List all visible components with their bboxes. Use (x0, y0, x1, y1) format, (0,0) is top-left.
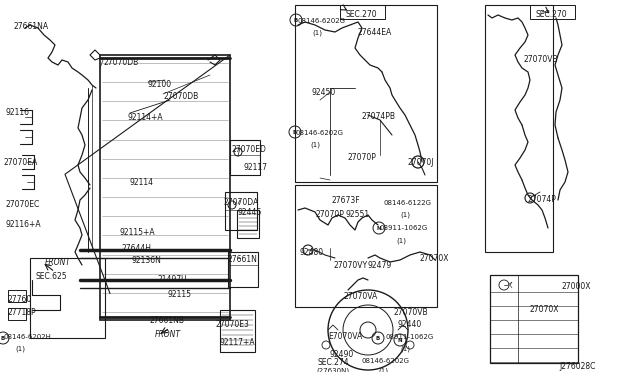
Bar (225, 192, 257, 230)
Text: 27070VA: 27070VA (344, 292, 378, 301)
Text: 27070P: 27070P (315, 210, 344, 219)
Text: 27661NA: 27661NA (14, 22, 49, 31)
Text: J276028C: J276028C (559, 362, 595, 371)
Bar (237, 210, 259, 238)
Text: (27630N): (27630N) (316, 368, 349, 372)
Text: 27074P: 27074P (527, 195, 556, 204)
Text: 08146-6202G: 08146-6202G (362, 358, 410, 364)
Text: 27718P: 27718P (8, 308, 36, 317)
Text: SEC.274: SEC.274 (318, 358, 349, 367)
Bar (485, 5, 553, 252)
Text: SEC.625: SEC.625 (35, 272, 67, 281)
Text: 92116: 92116 (5, 108, 29, 117)
Text: 92479: 92479 (368, 261, 392, 270)
Text: 08146-6202H: 08146-6202H (3, 334, 51, 340)
Text: 92114+A: 92114+A (128, 113, 164, 122)
Text: N: N (377, 225, 381, 231)
Text: 08146-6122G: 08146-6122G (383, 200, 431, 206)
Bar (340, 5, 385, 19)
Text: 92100: 92100 (148, 80, 172, 89)
Text: SEC.270: SEC.270 (536, 10, 568, 19)
Text: 27644EA: 27644EA (358, 28, 392, 37)
Text: 21497U: 21497U (157, 275, 187, 284)
Text: 92117+A: 92117+A (220, 338, 255, 347)
Bar (530, 5, 575, 19)
Bar (30, 258, 105, 338)
Text: 27070VY: 27070VY (334, 261, 368, 270)
Text: B: B (376, 336, 380, 340)
Text: 27000X: 27000X (561, 282, 591, 291)
Text: 27070DB: 27070DB (103, 58, 138, 67)
Text: 92136N: 92136N (132, 256, 162, 265)
Text: 92490: 92490 (330, 350, 355, 359)
Text: 27760: 27760 (8, 295, 32, 304)
Text: FRONT: FRONT (45, 258, 71, 267)
Bar (100, 55, 230, 320)
Text: 08146-6202G: 08146-6202G (297, 18, 345, 24)
Text: B: B (1, 336, 5, 340)
Text: 27673F: 27673F (332, 196, 360, 205)
Bar (228, 252, 258, 287)
Text: 27070X: 27070X (530, 305, 559, 314)
Text: 92114: 92114 (130, 178, 154, 187)
Text: 27644H: 27644H (122, 244, 152, 253)
Text: 27070X: 27070X (420, 254, 449, 263)
Text: 27661N: 27661N (228, 255, 258, 264)
Text: 92446: 92446 (237, 208, 261, 217)
Bar (490, 275, 578, 363)
Text: 27070P: 27070P (348, 153, 377, 162)
Text: B: B (294, 17, 298, 22)
Text: 27070J: 27070J (407, 158, 433, 167)
Text: (1): (1) (400, 212, 410, 218)
Text: E7070VA: E7070VA (328, 332, 362, 341)
Text: 27070VB: 27070VB (524, 55, 559, 64)
Text: 27074PB: 27074PB (361, 112, 395, 121)
Text: FRONT: FRONT (155, 330, 181, 339)
Text: 92116+A: 92116+A (5, 220, 40, 229)
Text: 27070EA: 27070EA (3, 158, 37, 167)
Text: 92551: 92551 (345, 210, 369, 219)
Text: 27070E3: 27070E3 (215, 320, 249, 329)
Text: (1): (1) (400, 346, 410, 353)
Text: 27661NB: 27661NB (150, 316, 185, 325)
Bar (220, 310, 255, 352)
Text: 92440: 92440 (397, 320, 421, 329)
Bar (8, 290, 26, 302)
Text: 27070DB: 27070DB (163, 92, 198, 101)
Text: 92450: 92450 (312, 88, 336, 97)
Text: 08146-6202G: 08146-6202G (295, 130, 343, 136)
Text: N: N (397, 337, 403, 343)
Text: SEC.270: SEC.270 (345, 10, 376, 19)
Text: 92115: 92115 (168, 290, 192, 299)
Text: 27070VB: 27070VB (394, 308, 429, 317)
Text: (1): (1) (378, 368, 388, 372)
Text: 27070EC: 27070EC (5, 200, 39, 209)
Bar (295, 185, 437, 307)
Bar (8, 308, 26, 320)
Text: 27070DA: 27070DA (224, 198, 259, 207)
Text: 92480: 92480 (300, 248, 324, 257)
Text: B: B (293, 129, 297, 135)
Bar (295, 5, 437, 182)
Text: 27070ED: 27070ED (232, 145, 267, 154)
Text: 08911-1062G: 08911-1062G (385, 334, 433, 340)
Bar (230, 140, 260, 175)
Text: 08911-1062G: 08911-1062G (380, 225, 428, 231)
Text: (1): (1) (15, 346, 25, 353)
Text: (1): (1) (396, 237, 406, 244)
Text: 92117: 92117 (244, 163, 268, 172)
Text: (1): (1) (310, 142, 320, 148)
Text: 92115+A: 92115+A (120, 228, 156, 237)
Text: (1): (1) (312, 30, 322, 36)
